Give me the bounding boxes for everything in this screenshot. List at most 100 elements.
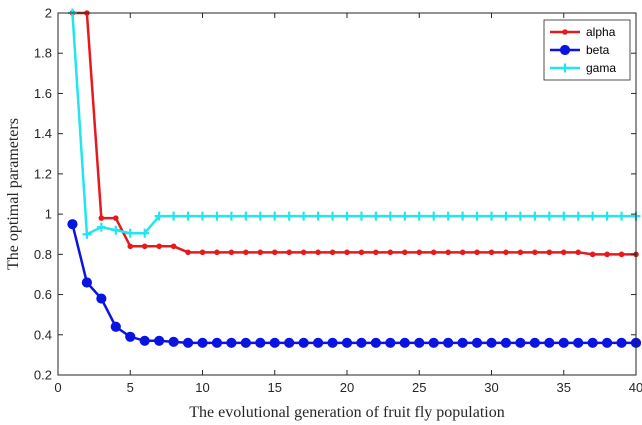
beta-marker [587, 337, 598, 348]
alpha-marker [416, 249, 423, 256]
beta-marker [139, 335, 150, 346]
gama-marker [487, 211, 496, 221]
beta-marker [399, 337, 410, 348]
gama-marker [299, 211, 309, 221]
alpha-marker [271, 249, 278, 256]
beta-marker [559, 44, 571, 56]
beta-marker [197, 337, 208, 348]
alpha-marker [243, 249, 249, 256]
gama-marker [458, 211, 468, 221]
gama-marker [515, 211, 525, 221]
x-tick-label: 35 [557, 380, 571, 395]
alpha-marker [546, 249, 553, 256]
alpha-marker [604, 251, 610, 258]
alpha-marker [459, 249, 466, 256]
x-tick-label: 40 [629, 380, 642, 395]
alpha-marker [185, 249, 191, 256]
beta-marker [573, 337, 584, 348]
beta-line [71, 223, 636, 345]
gama-marker [226, 211, 236, 221]
beta-marker [255, 337, 266, 348]
gama-series [67, 8, 641, 239]
beta-marker [602, 337, 613, 348]
beta-marker [515, 337, 526, 348]
alpha-marker [445, 249, 451, 256]
beta-series [67, 219, 642, 348]
alpha-marker [344, 249, 350, 256]
alpha-marker [560, 249, 567, 256]
alpha-marker [589, 251, 596, 258]
alpha-marker [199, 249, 206, 256]
beta-marker [443, 337, 454, 348]
x-tick-label: 15 [268, 380, 282, 395]
gama-marker [400, 211, 410, 221]
y-tick-label: 1.6 [34, 86, 52, 101]
gama-marker [96, 222, 106, 232]
beta-marker [327, 337, 338, 348]
gama-marker [313, 211, 323, 221]
gama-marker [284, 211, 294, 221]
alpha-series [69, 10, 639, 258]
alpha-marker [170, 243, 177, 250]
y-tick-label: 1.8 [34, 46, 52, 61]
x-tick-label: 10 [195, 380, 209, 395]
alpha-marker [228, 249, 235, 256]
alpha-marker [329, 249, 336, 256]
gama-marker [328, 211, 338, 221]
alpha-marker [402, 249, 408, 256]
gama-marker [198, 211, 207, 221]
beta-marker [486, 337, 497, 348]
gama-marker [140, 228, 150, 238]
alpha-marker [98, 215, 105, 221]
gama-marker [414, 211, 424, 221]
beta-marker [269, 337, 280, 348]
legend-label-gama: gama [586, 61, 616, 75]
gama-marker [617, 211, 627, 221]
beta-marker [385, 337, 396, 348]
beta-marker [154, 335, 165, 346]
beta-marker [544, 337, 555, 348]
alpha-marker [575, 249, 582, 256]
y-tick-label: 2 [45, 6, 52, 21]
y-tick-label: 1.2 [34, 166, 52, 181]
y-tick-label: 1 [45, 207, 52, 222]
alpha-marker [300, 249, 307, 256]
beta-marker [457, 337, 468, 348]
legend-label-alpha: alpha [586, 25, 616, 39]
gama-marker [530, 211, 540, 221]
gama-marker [356, 211, 366, 221]
beta-marker [81, 277, 93, 288]
beta-marker [529, 337, 540, 348]
gama-marker [371, 211, 381, 221]
beta-marker [182, 337, 194, 348]
ticks-layer: 0 5 10 15 20 25 30 35 40 0.2 0.4 0.6 0.8 1 1.2 1.4 1.6 1.… [34, 6, 642, 396]
alpha-marker [517, 249, 524, 256]
gama-marker [270, 211, 280, 221]
alpha-marker [127, 243, 134, 250]
alpha-marker [286, 249, 293, 256]
gama-marker [169, 211, 179, 221]
x-tick-label: 20 [340, 380, 354, 395]
series-layer [67, 8, 642, 348]
alpha-marker [430, 249, 437, 256]
gama-marker [501, 211, 511, 221]
alpha-marker [156, 243, 162, 250]
alpha-marker [532, 249, 538, 256]
alpha-marker [315, 249, 321, 256]
y-tick-label: 0.8 [34, 247, 52, 262]
alpha-marker [474, 249, 480, 256]
y-tick-label: 0.2 [34, 368, 52, 383]
beta-marker [356, 337, 367, 348]
alpha-marker [618, 251, 625, 258]
legend-label-beta: beta [586, 43, 610, 57]
gama-marker [241, 211, 251, 221]
x-tick-label: 0 [54, 380, 61, 395]
beta-marker [110, 321, 121, 332]
beta-marker [67, 219, 78, 230]
gama-marker [559, 211, 569, 221]
beta-marker [471, 337, 483, 348]
beta-marker [226, 337, 237, 348]
legend: alpha beta gama [543, 19, 631, 81]
beta-marker [211, 337, 223, 348]
